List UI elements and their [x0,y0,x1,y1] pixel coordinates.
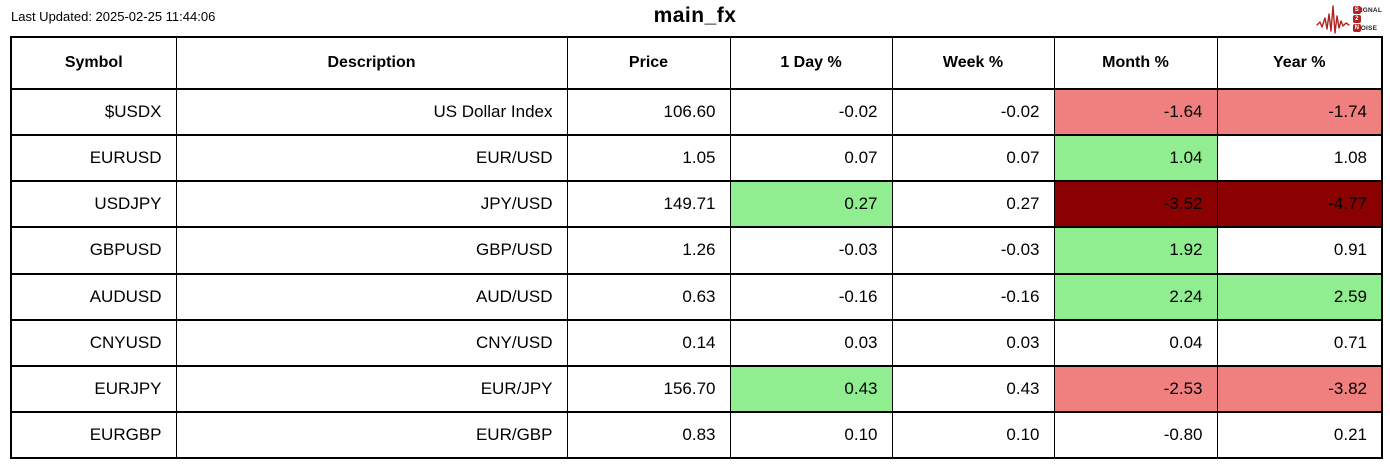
month-pct-cell: 0.04 [1053,318,1218,367]
price-cell: 0.63 [566,272,731,321]
day-pct-cell: 0.10 [729,410,893,460]
symbol-cell: EURUSD [10,134,177,183]
col-header-price: Price [566,36,731,90]
year-pct-cell: 1.08 [1216,134,1383,183]
table-row-usdjpy: USDJPY JPY/USD 149.71 0.27 0.27 -3.52 -4… [10,180,1383,229]
col-header-month-pct: Month % [1053,36,1218,90]
logo-letter-n: N [1352,24,1361,32]
day-pct-cell: -0.03 [729,226,893,275]
col-header-day-pct: 1 Day % [729,36,893,90]
month-pct-cell: -2.53 [1053,364,1218,413]
day-pct-cell: -0.16 [729,272,893,321]
table-row-gbpusd: GBPUSD GBP/USD 1.26 -0.03 -0.03 1.92 0.9… [10,226,1383,275]
day-pct-cell: -0.02 [729,87,893,137]
week-pct-cell: -0.02 [891,87,1055,137]
signal2noise-logo: S IGNAL 2 N OISE [1316,1,1382,37]
description-cell: US Dollar Index [175,87,568,137]
logo-rest-oise: OISE [1360,24,1378,32]
symbol-cell: GBPUSD [10,226,177,275]
logo-line-signal: S IGNAL [1352,6,1382,14]
symbol-cell: EURJPY [10,364,177,413]
price-cell: 106.60 [566,87,731,137]
month-pct-cell: 2.24 [1053,272,1218,321]
day-pct-cell: 0.27 [729,180,893,229]
description-cell: GBP/USD [175,226,568,275]
last-updated-timestamp: Last Updated: 2025-02-25 11:44:06 [11,9,216,24]
week-pct-cell: 0.43 [891,364,1055,413]
week-pct-cell: 0.27 [891,180,1055,229]
symbol-cell: USDJPY [10,180,177,229]
week-pct-cell: 0.07 [891,134,1055,183]
col-header-year-pct: Year % [1216,36,1383,90]
logo-line-noise: N OISE [1352,24,1382,32]
symbol-cell: AUDUSD [10,272,177,321]
year-pct-cell: -1.74 [1216,87,1383,137]
symbol-cell: CNYUSD [10,318,177,367]
table-row-usdx: $USDX US Dollar Index 106.60 -0.02 -0.02… [10,87,1383,137]
page-title: main_fx [653,4,737,27]
day-pct-cell: 0.07 [729,134,893,183]
year-pct-cell: 0.21 [1216,410,1383,460]
month-pct-cell: -3.52 [1053,180,1218,229]
description-cell: EUR/USD [175,134,568,183]
month-pct-cell: 1.04 [1053,134,1218,183]
year-pct-cell: 0.91 [1216,226,1383,275]
table-row-cnyusd: CNYUSD CNY/USD 0.14 0.03 0.03 0.04 0.71 [10,318,1383,367]
fx-table: Symbol Description Price 1 Day % Week % … [10,36,1383,460]
col-header-description: Description [175,36,568,90]
description-cell: JPY/USD [175,180,568,229]
week-pct-cell: -0.03 [891,226,1055,275]
description-cell: AUD/USD [175,272,568,321]
symbol-cell: EURGBP [10,410,177,460]
month-pct-cell: -0.80 [1053,410,1218,460]
top-bar: Last Updated: 2025-02-25 11:44:06 main_f… [0,0,1390,36]
description-cell: CNY/USD [175,318,568,367]
year-pct-cell: 0.71 [1216,318,1383,367]
col-header-symbol: Symbol [10,36,177,90]
price-cell: 1.05 [566,134,731,183]
week-pct-cell: 0.10 [891,410,1055,460]
description-cell: EUR/GBP [175,410,568,460]
description-cell: EUR/JPY [175,364,568,413]
header-row: Symbol Description Price 1 Day % Week % … [10,36,1383,90]
month-pct-cell: 1.92 [1053,226,1218,275]
symbol-cell: $USDX [10,87,177,137]
price-cell: 156.70 [566,364,731,413]
waveform-icon [1316,5,1350,34]
logo-rest-ignal: IGNAL [1360,6,1382,14]
logo-letter-s: S [1352,6,1361,14]
week-pct-cell: 0.03 [891,318,1055,367]
col-header-week-pct: Week % [891,36,1055,90]
table-row-eurjpy: EURJPY EUR/JPY 156.70 0.43 0.43 -2.53 -3… [10,364,1383,413]
day-pct-cell: 0.43 [729,364,893,413]
year-pct-cell: -4.77 [1216,180,1383,229]
price-cell: 0.14 [566,318,731,367]
week-pct-cell: -0.16 [891,272,1055,321]
table-row-eurusd: EURUSD EUR/USD 1.05 0.07 0.07 1.04 1.08 [10,134,1383,183]
month-pct-cell: -1.64 [1053,87,1218,137]
price-cell: 1.26 [566,226,731,275]
day-pct-cell: 0.03 [729,318,893,367]
year-pct-cell: 2.59 [1216,272,1383,321]
year-pct-cell: -3.82 [1216,364,1383,413]
logo-text: S IGNAL 2 N OISE [1352,6,1382,32]
logo-letter-2: 2 [1352,15,1361,23]
price-cell: 149.71 [566,180,731,229]
table-row-eurgbp: EURGBP EUR/GBP 0.83 0.10 0.10 -0.80 0.21 [10,410,1383,460]
table-row-audusd: AUDUSD AUD/USD 0.63 -0.16 -0.16 2.24 2.5… [10,272,1383,321]
logo-line-2: 2 [1352,15,1382,23]
price-cell: 0.83 [566,410,731,460]
